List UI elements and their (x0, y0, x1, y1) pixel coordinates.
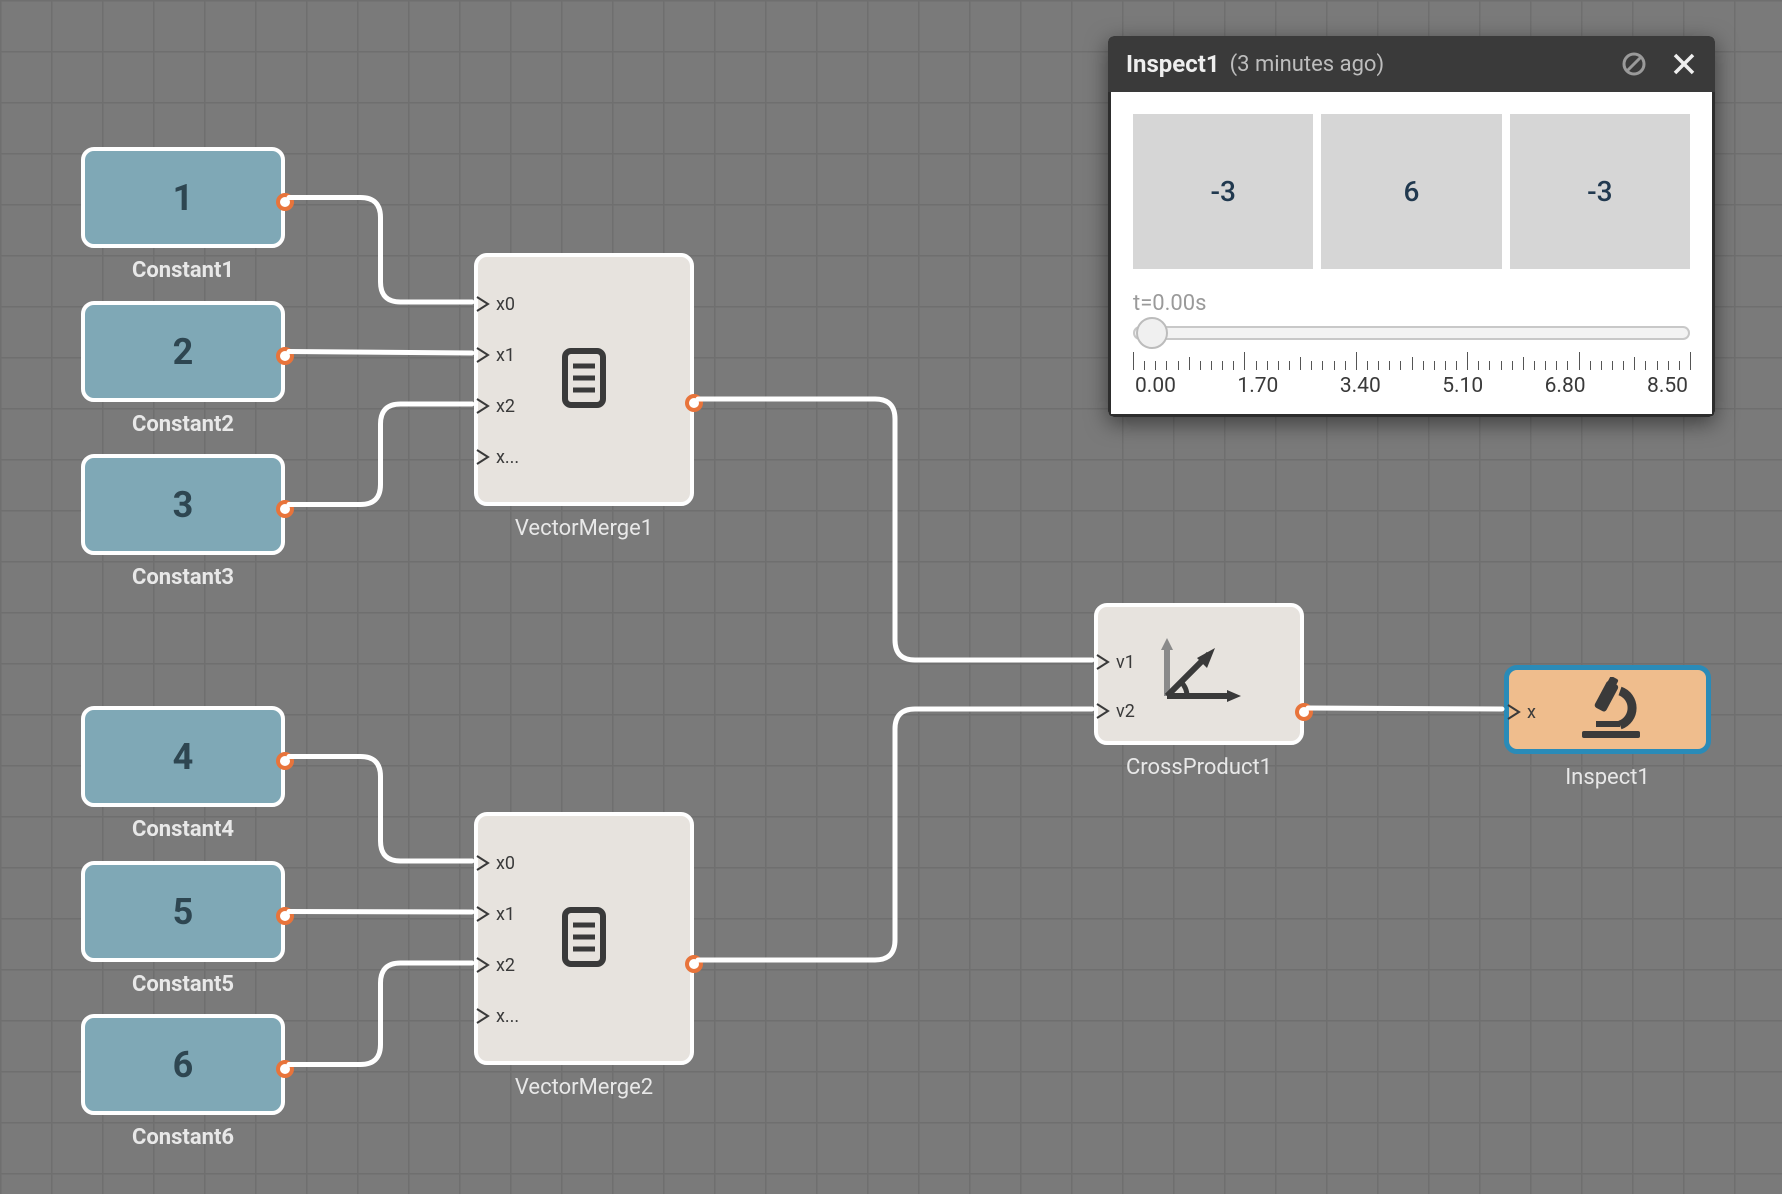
input-port-arrow (476, 906, 490, 926)
node-label: CrossProduct1 (1098, 755, 1300, 780)
input-port-label: x2 (496, 955, 515, 976)
output-port[interactable] (276, 500, 294, 518)
node-label: Inspect1 (1509, 765, 1706, 790)
node-label: Constant6 (85, 1125, 281, 1150)
inspector-header[interactable]: Inspect1 (3 minutes ago) (1108, 36, 1715, 92)
ruler-label: 3.40 (1340, 374, 1381, 398)
node-label: Constant4 (85, 817, 281, 842)
constant-node[interactable]: 5Constant5 (81, 861, 285, 962)
inspect-node[interactable]: Inspect1x (1504, 665, 1711, 754)
node-canvas[interactable]: 1Constant1 2Constant2 3Constant3 4Constant4… (0, 0, 1782, 1194)
wire (289, 404, 472, 505)
ruler-label: 0.00 (1135, 374, 1176, 398)
input-port-arrow (1096, 703, 1110, 723)
wire (289, 912, 472, 913)
input-port-label: v1 (1116, 652, 1135, 673)
input-port-arrow (476, 855, 490, 875)
output-port[interactable] (276, 1060, 294, 1078)
close-icon[interactable] (1671, 51, 1697, 77)
node-label: Constant5 (85, 972, 281, 997)
output-port[interactable] (276, 193, 294, 211)
value-cell: -3 (1133, 114, 1313, 269)
list-icon (562, 907, 606, 971)
input-port-label: x... (496, 447, 519, 468)
inspector-title: Inspect1 (1126, 50, 1220, 78)
input-port-arrow (1507, 704, 1521, 724)
vectormerge-node[interactable]: VectorMerge2x0x1x2x... (474, 812, 694, 1065)
input-port-arrow (476, 1008, 490, 1028)
input-port-arrow (476, 296, 490, 316)
vectormerge-node[interactable]: VectorMerge1x0x1x2x... (474, 253, 694, 506)
node-label: Constant3 (85, 565, 281, 590)
wire (289, 963, 472, 1065)
output-port[interactable] (276, 907, 294, 925)
output-port[interactable] (685, 955, 703, 973)
constant-node[interactable]: 3Constant3 (81, 454, 285, 555)
input-port-arrow (1096, 654, 1110, 674)
constant-node[interactable]: 4Constant4 (81, 706, 285, 807)
output-port[interactable] (276, 347, 294, 365)
constant-node[interactable]: 1Constant1 (81, 147, 285, 248)
input-port-label: v2 (1116, 701, 1135, 722)
node-label: Constant1 (85, 258, 281, 283)
disable-icon[interactable] (1621, 51, 1647, 77)
inspector-panel[interactable]: Inspect1 (3 minutes ago) -36-3 t=0.00s 0.00 1… (1108, 36, 1715, 417)
wire (289, 198, 472, 303)
input-port-arrow (476, 398, 490, 418)
wire (289, 352, 472, 354)
value-cell: -3 (1510, 114, 1690, 269)
ruler-label: 8.50 (1647, 374, 1688, 398)
input-port-label: x0 (496, 853, 515, 874)
list-icon (562, 348, 606, 412)
wire (289, 757, 472, 862)
output-port[interactable] (1295, 703, 1313, 721)
output-port[interactable] (685, 394, 703, 412)
value-row: -36-3 (1133, 114, 1690, 269)
input-port-label: x0 (496, 294, 515, 315)
node-label: Constant2 (85, 412, 281, 437)
ruler (1133, 346, 1690, 370)
constant-node[interactable]: 6Constant6 (81, 1014, 285, 1115)
input-port-label: x1 (496, 904, 515, 925)
node-label: VectorMerge2 (478, 1075, 690, 1100)
input-port-arrow (476, 347, 490, 367)
vector-icon (1157, 638, 1241, 710)
wire (1308, 708, 1502, 709)
input-port-label: x... (496, 1006, 519, 1027)
ruler-label: 1.70 (1237, 374, 1278, 398)
input-port-arrow (476, 449, 490, 469)
input-port-label: x2 (496, 396, 515, 417)
inspector-subtitle: (3 minutes ago) (1230, 52, 1384, 77)
node-label: VectorMerge1 (478, 516, 690, 541)
ruler-label: 6.80 (1545, 374, 1586, 398)
time-label: t=0.00s (1133, 291, 1690, 316)
ruler-labels: 0.00 1.70 3.40 5.10 6.80 8.50 (1133, 374, 1690, 398)
time-slider[interactable] (1133, 326, 1690, 340)
slider-thumb[interactable] (1136, 317, 1168, 349)
input-port-label: x1 (496, 345, 515, 366)
input-port-arrow (476, 957, 490, 977)
crossproduct-node[interactable]: CrossProduct1v1v2 (1094, 603, 1304, 745)
constant-node[interactable]: 2Constant2 (81, 301, 285, 402)
ruler-label: 5.10 (1442, 374, 1483, 398)
wire (698, 709, 1092, 960)
microscope-icon (1576, 677, 1646, 743)
value-cell: 6 (1321, 114, 1501, 269)
inspector-body: -36-3 t=0.00s 0.00 1.70 3.40 5.10 6.80 8.50 (1108, 92, 1715, 417)
output-port[interactable] (276, 752, 294, 770)
wire (698, 399, 1092, 660)
input-port-label: x (1527, 702, 1536, 723)
